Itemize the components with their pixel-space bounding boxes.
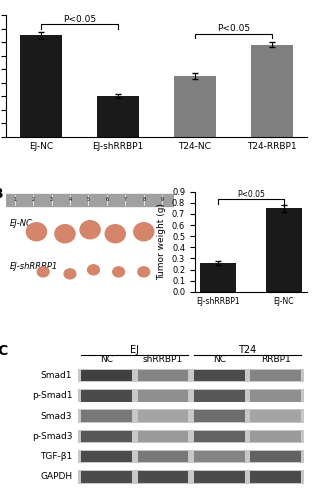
Bar <box>81 370 132 382</box>
Text: shRRBP1: shRRBP1 <box>143 356 183 364</box>
Text: p-Smad3: p-Smad3 <box>32 432 72 441</box>
Bar <box>78 470 304 484</box>
Bar <box>250 430 301 442</box>
Bar <box>194 451 244 462</box>
Text: NC: NC <box>213 356 226 364</box>
Bar <box>194 390 244 402</box>
Bar <box>78 430 304 443</box>
Bar <box>137 430 188 442</box>
Text: 7: 7 <box>124 197 127 202</box>
Ellipse shape <box>26 222 47 241</box>
Bar <box>174 76 216 137</box>
Ellipse shape <box>113 267 125 277</box>
Bar <box>250 390 301 402</box>
Ellipse shape <box>80 220 100 238</box>
Ellipse shape <box>55 224 75 243</box>
Text: 1: 1 <box>13 197 16 202</box>
Ellipse shape <box>37 267 49 277</box>
Bar <box>137 451 188 462</box>
Bar <box>78 389 304 402</box>
Bar <box>250 410 301 422</box>
Y-axis label: Tumor weight (g): Tumor weight (g) <box>157 204 167 281</box>
Text: Smad3: Smad3 <box>41 412 72 420</box>
Text: EJ-NC: EJ-NC <box>10 219 33 228</box>
Bar <box>137 410 188 422</box>
Bar <box>81 430 132 442</box>
Text: 2: 2 <box>32 197 35 202</box>
Ellipse shape <box>64 269 76 279</box>
Text: P<0.05: P<0.05 <box>217 24 250 34</box>
Text: EJ-shRRBP1: EJ-shRRBP1 <box>10 262 58 272</box>
Bar <box>194 410 244 422</box>
Text: p-Smad1: p-Smad1 <box>32 392 72 400</box>
Bar <box>6 194 174 205</box>
Text: 3: 3 <box>50 197 53 202</box>
Bar <box>20 36 62 137</box>
Text: 4: 4 <box>69 197 72 202</box>
Bar <box>137 471 188 483</box>
Text: GAPDH: GAPDH <box>40 472 72 482</box>
Bar <box>250 471 301 483</box>
Bar <box>81 410 132 422</box>
Text: B: B <box>0 186 3 200</box>
Ellipse shape <box>105 224 125 243</box>
Text: C: C <box>0 344 8 358</box>
Bar <box>200 263 236 292</box>
Text: 5: 5 <box>87 197 90 202</box>
Text: Smad1: Smad1 <box>41 371 72 380</box>
Bar <box>137 390 188 402</box>
Text: NC: NC <box>100 356 113 364</box>
Text: TGF-β1: TGF-β1 <box>40 452 72 461</box>
Text: 8: 8 <box>142 197 145 202</box>
Bar <box>78 410 304 422</box>
Bar <box>81 390 132 402</box>
Bar <box>137 370 188 382</box>
Text: 9: 9 <box>161 197 164 202</box>
Text: RRBP1: RRBP1 <box>261 356 290 364</box>
Bar <box>81 471 132 483</box>
Text: T24: T24 <box>238 344 257 354</box>
Bar <box>194 430 244 442</box>
Bar <box>266 208 302 292</box>
Text: EJ: EJ <box>130 344 139 354</box>
Bar <box>251 45 293 137</box>
Text: P<0.05: P<0.05 <box>63 15 96 24</box>
Bar <box>97 96 139 137</box>
Bar <box>194 370 244 382</box>
Bar <box>78 450 304 464</box>
Bar <box>194 471 244 483</box>
Ellipse shape <box>134 222 154 241</box>
Ellipse shape <box>138 267 150 277</box>
Text: P<0.05: P<0.05 <box>237 190 265 199</box>
Text: 6: 6 <box>105 197 108 202</box>
Bar <box>250 370 301 382</box>
Bar <box>250 451 301 462</box>
Ellipse shape <box>88 265 99 275</box>
Bar <box>78 369 304 382</box>
Bar <box>81 451 132 462</box>
